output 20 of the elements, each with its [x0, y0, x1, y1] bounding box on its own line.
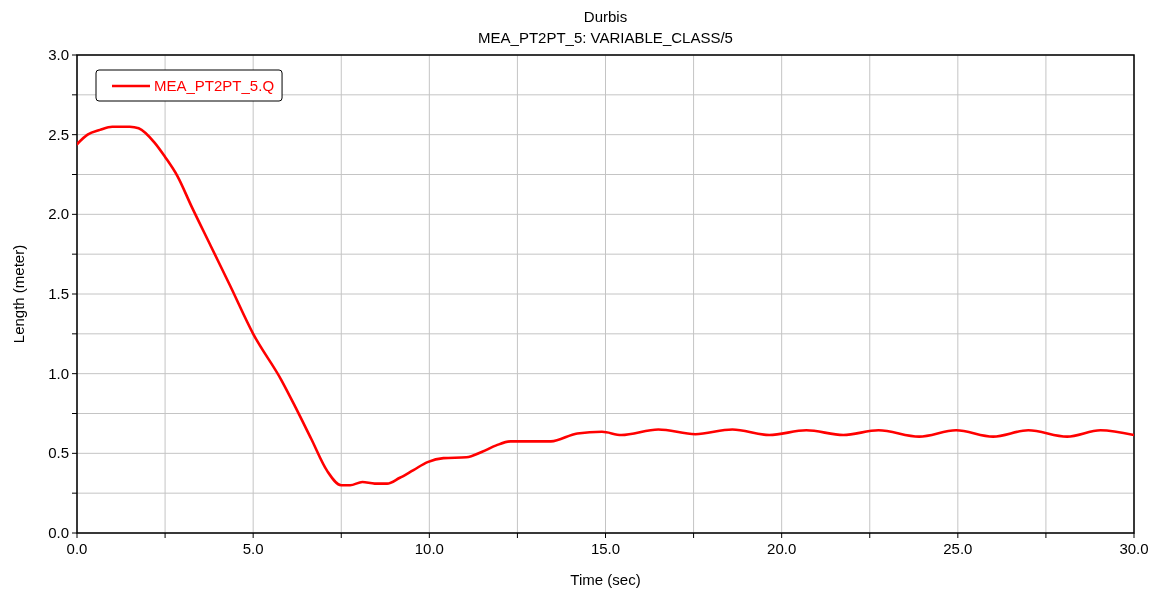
x-axis-title: Time (sec): [570, 571, 641, 588]
x-tick-label: 5.0: [242, 540, 264, 557]
y-tick-label: 2.0: [48, 205, 69, 223]
y-tick-label: 1.5: [48, 285, 69, 302]
x-tick-label: 10.0: [414, 540, 444, 557]
x-tick-label: 30.0: [1119, 540, 1149, 557]
line-series: [77, 125, 1134, 487]
y-tick-label: 3.0: [48, 46, 69, 63]
y-tick-label: 2.5: [48, 125, 69, 143]
y-tick-label: 0.5: [48, 444, 69, 462]
y-tick-label: 1.0: [48, 364, 69, 382]
y-axis-title: Length (meter): [10, 244, 27, 344]
x-tick-label: 20.0: [767, 540, 797, 557]
chart-subtitle: MEA_PT2PT_5: VARIABLE_CLASS/5: [478, 29, 733, 46]
y-tick-label: 0.0: [48, 524, 69, 541]
x-tick-label: 0.0: [66, 540, 88, 557]
legend-label: MEA_PT2PT_5.Q: [154, 77, 275, 94]
x-tick-label: 15.0: [590, 540, 621, 557]
x-tick-label: 25.0: [943, 540, 973, 557]
chart-title: Durbis: [583, 8, 628, 25]
